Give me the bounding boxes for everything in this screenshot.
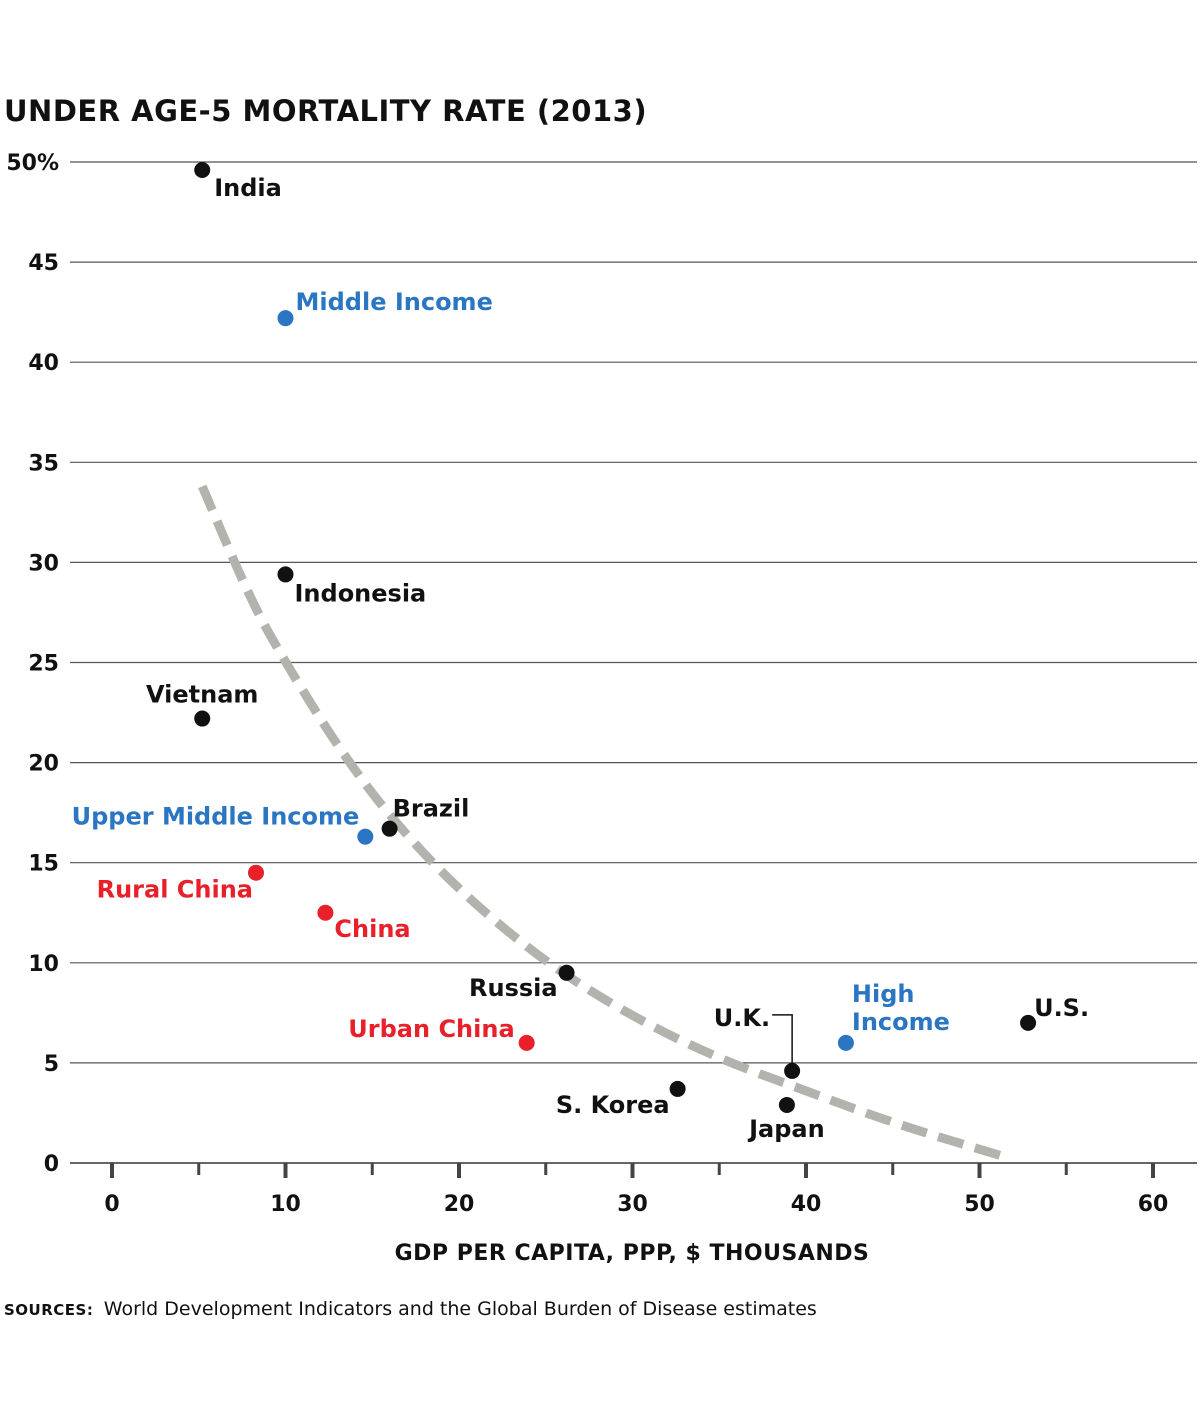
label-line: Income [852,1008,950,1036]
chart: UNDER AGE-5 MORTALITY RATE (2013) 50% 45 4… [0,0,1200,1410]
x-tick-label: 20 [444,1192,475,1217]
label-russia: Russia [469,974,558,1002]
x-tick-label: 10 [270,1192,301,1217]
point-upper-middle-income [357,829,373,845]
point-vietnam [194,711,210,727]
y-tick-label: 25 [28,652,59,677]
x-tick-label: 0 [104,1192,119,1217]
label-rural-china: Rural China [97,876,253,904]
label-india: India [214,174,282,202]
label-u-k: U.K. [714,1004,770,1032]
point-india [194,162,210,178]
point-china [317,905,333,921]
point-u-k [784,1063,800,1079]
label-brazil: Brazil [393,795,470,823]
point-urban-china [519,1035,535,1051]
data-point-labels: India Middle Income Indonesia Vietnam Upper … [72,174,1089,1143]
y-tick-label: 45 [28,251,59,276]
x-tick-label: 40 [791,1192,822,1217]
y-tick-label: 0 [44,1152,59,1177]
x-tick-label: 60 [1138,1192,1169,1217]
label-japan: Japan [747,1115,825,1143]
y-tick-label: 20 [28,752,59,777]
x-axis: 0 10 20 30 40 50 60 [70,1163,1197,1217]
label-s-korea: S. Korea [556,1091,670,1119]
uk-leader-line [772,1015,792,1065]
chart-title: UNDER AGE-5 MORTALITY RATE (2013) [4,94,647,128]
point-high-income [838,1035,854,1051]
grid-lines [70,162,1197,1063]
x-tick-label: 30 [617,1192,648,1217]
label-line: High [852,980,915,1008]
point-brazil [382,821,398,837]
label-middle-income: Middle Income [296,288,493,316]
x-axis-label: GDP PER CAPITA, PPP, $ THOUSANDS [395,1241,870,1266]
point-russia [559,965,575,981]
y-tick-label: 50% [6,151,59,176]
y-tick-label: 30 [28,551,59,576]
point-s-korea [670,1081,686,1097]
y-tick-label: 5 [44,1052,59,1077]
sources-key: SOURCES: [4,1301,93,1319]
y-axis-tick-labels: 50% 45 40 35 30 25 20 15 10 5 0 [6,151,59,1177]
y-tick-label: 15 [28,852,59,877]
label-u-s: U.S. [1034,994,1089,1022]
y-tick-label: 35 [28,451,59,476]
y-tick-label: 40 [28,351,59,376]
label-indonesia: Indonesia [295,579,427,607]
label-upper-middle-income: Upper Middle Income [72,803,360,831]
label-china: China [334,915,410,943]
sources-line: SOURCES: World Development Indicators an… [4,1298,817,1320]
point-japan [779,1097,795,1113]
point-indonesia [278,566,294,582]
point-middle-income [278,310,294,326]
x-tick-label: 50 [964,1192,995,1217]
sources-text: World Development Indicators and the Glo… [104,1298,817,1320]
y-tick-label: 10 [28,952,59,977]
label-urban-china: Urban China [348,1015,514,1043]
label-high-income: High Income [852,980,950,1036]
label-vietnam: Vietnam [146,681,258,709]
